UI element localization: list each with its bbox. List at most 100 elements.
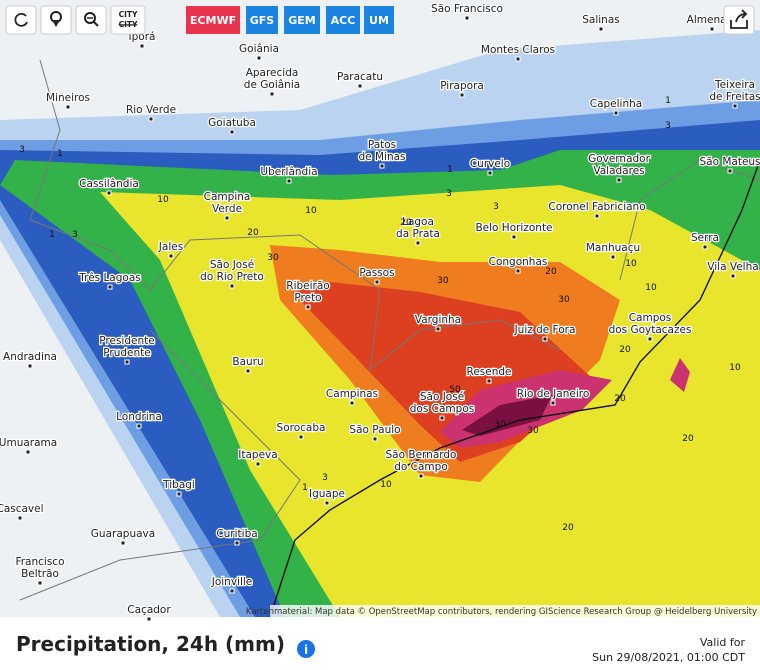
contour-label: 30 [437, 276, 449, 286]
contour-label: 30 [267, 253, 279, 263]
city-label: Campos [629, 312, 672, 324]
city-label: Presidente [99, 335, 154, 347]
city-marker [229, 588, 235, 594]
contour-label: 1 [57, 149, 63, 159]
city-marker [37, 580, 43, 586]
city-label: Joinville [211, 576, 253, 588]
city-label: Campina [204, 191, 251, 203]
contour-label: 30 [558, 295, 570, 305]
city-marker [594, 213, 600, 219]
city-marker [17, 515, 23, 521]
contour-label: 1 [302, 483, 308, 493]
city-label: Congonhas [489, 256, 548, 268]
city-label: Campinas [326, 388, 378, 400]
model-button-label: GEM [288, 14, 316, 27]
model-selector: ECMWF GFS GEM ACC UM [186, 6, 394, 34]
city-marker [269, 91, 275, 97]
city-marker [486, 378, 492, 384]
contour-label: 20 [545, 267, 557, 277]
city-marker [245, 368, 251, 374]
city-label: Valadares [593, 165, 644, 177]
city-marker [229, 283, 235, 289]
city-label: Ribeirão [286, 280, 329, 292]
contour-label: 20 [400, 218, 412, 228]
reload-button[interactable] [5, 5, 37, 35]
city-label: Tibagi [162, 479, 195, 491]
city-marker [379, 163, 385, 169]
contour-label: 50 [449, 385, 461, 395]
city-label: Bauru [232, 356, 263, 368]
city-marker [229, 129, 235, 135]
city-label: Juiz de Fora [514, 324, 576, 336]
city-marker [107, 284, 113, 290]
city-marker [542, 336, 548, 342]
contour-label: 30 [527, 426, 539, 436]
city-marker [464, 15, 470, 21]
city-marker [106, 190, 112, 196]
city-marker [27, 363, 33, 369]
info-icon[interactable] [297, 640, 315, 658]
city-label: Manhuaçu [586, 242, 640, 254]
share-button[interactable] [723, 5, 755, 35]
city-marker [730, 273, 736, 279]
city-marker [613, 110, 619, 116]
city-label: Patos [368, 139, 396, 151]
city-label: Aparecida [246, 67, 299, 79]
model-button-label: ECMWF [190, 14, 236, 27]
contour-label: 10 [305, 206, 317, 216]
city-marker [357, 83, 363, 89]
city-marker [515, 268, 521, 274]
city-label: Verde [212, 203, 242, 215]
city-marker [372, 436, 378, 442]
city-label: São José [420, 391, 464, 403]
city-label: Resende [467, 366, 512, 378]
model-button[interactable] [326, 6, 360, 34]
city-label: Curitiba [216, 528, 257, 540]
contour-label: 20 [682, 434, 694, 444]
city-label: São Francisco [431, 3, 503, 15]
city-label: Salinas [582, 14, 620, 26]
city-label: Londrina [116, 411, 162, 423]
city-label: Coronel Fabriciano [548, 201, 645, 213]
city-label: Serra [691, 232, 719, 244]
city-label: do Rio Preto [200, 271, 264, 283]
city-marker [176, 491, 182, 497]
city-label: Preto [294, 292, 321, 304]
contour-label: 3 [665, 121, 671, 131]
contour-label: 1 [447, 165, 453, 175]
city-marker [120, 540, 126, 546]
contour-label: 3 [19, 145, 25, 155]
city-marker [298, 434, 304, 440]
city-button[interactable] [110, 5, 146, 35]
contour-label: 10 [380, 480, 392, 490]
city-label: Jales [158, 241, 183, 253]
map [0, 0, 760, 618]
model-button[interactable] [186, 6, 240, 34]
zoom-out-button[interactable] [75, 5, 107, 35]
model-button[interactable] [364, 6, 394, 34]
city-label: Francisco [15, 556, 64, 568]
city-marker [727, 168, 733, 174]
contour-label: 10 [157, 195, 169, 205]
model-button[interactable] [284, 6, 320, 34]
contour-label: 10 [625, 259, 637, 269]
city-label: dos Goytacazes [609, 324, 692, 336]
city-label: de Minas [359, 151, 406, 163]
city-label: Teixeira [714, 79, 755, 91]
city-marker [146, 616, 152, 622]
city-label: São Mateus [699, 156, 760, 168]
valid-time: Sun 29/08/2021, 01:00 CDT [592, 651, 745, 664]
city-label: Cassilândia [79, 178, 139, 190]
city-label: Rio Verde [126, 104, 176, 116]
city-marker [550, 400, 556, 406]
city-marker [168, 253, 174, 259]
contour-label: 10 [729, 363, 741, 373]
model-button-label: ACC [331, 14, 356, 27]
city-marker [616, 177, 622, 183]
model-button[interactable] [246, 6, 278, 34]
city-marker [647, 336, 653, 342]
city-label: de Freitas [709, 91, 760, 103]
city-label: Andradina [3, 351, 57, 363]
contour-label: 20 [619, 345, 631, 355]
